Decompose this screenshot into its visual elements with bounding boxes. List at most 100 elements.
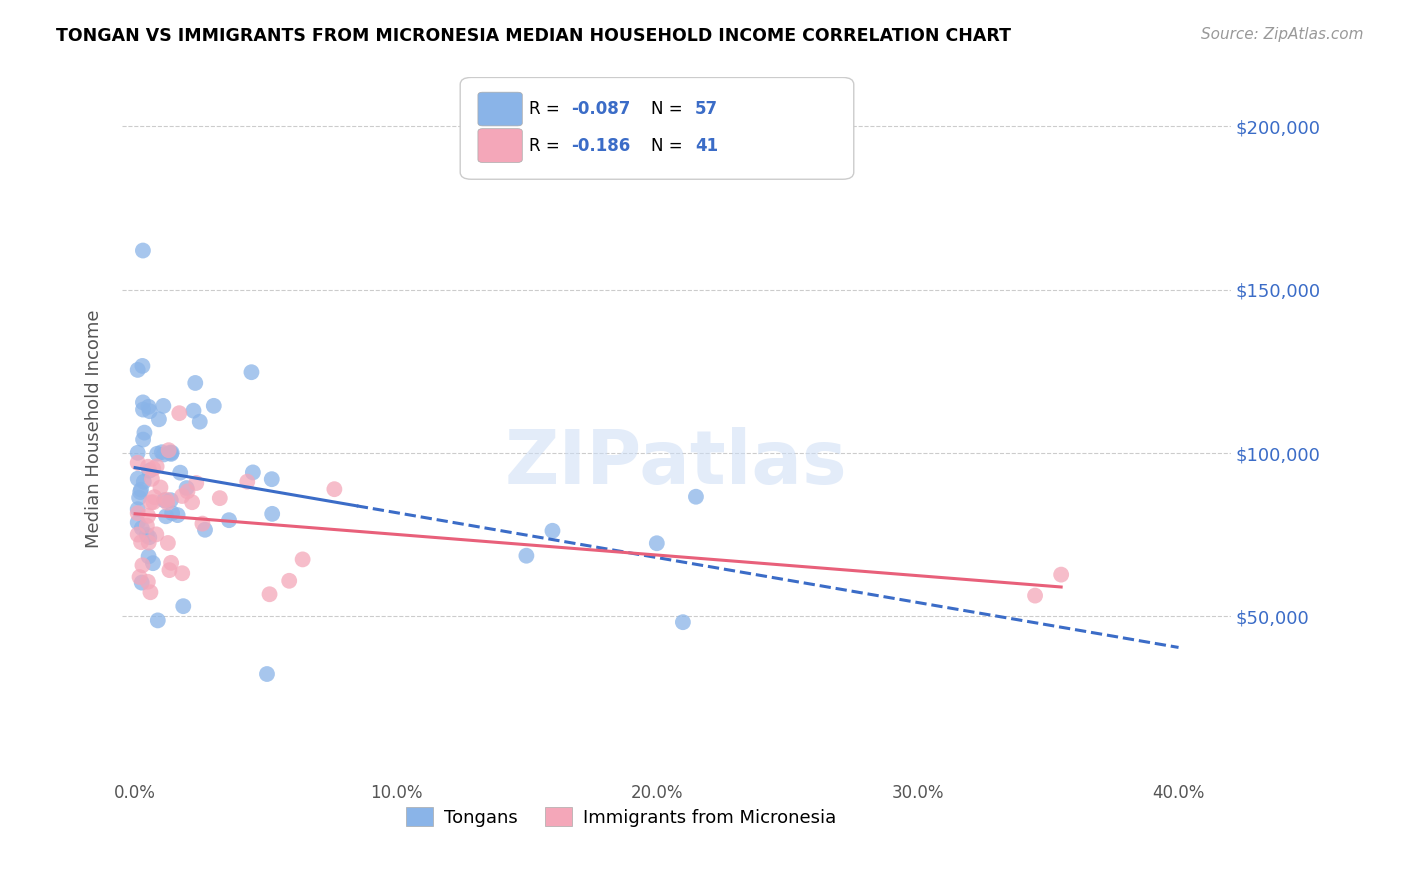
Point — [127, 363, 149, 377]
Point — [141, 472, 163, 486]
Point — [138, 464, 160, 478]
FancyBboxPatch shape — [478, 92, 522, 126]
Point — [176, 481, 198, 495]
Point — [142, 495, 165, 509]
Point — [127, 502, 149, 516]
Point — [153, 493, 176, 508]
Point — [160, 556, 183, 570]
Point — [202, 399, 225, 413]
Point — [155, 509, 177, 524]
Point — [159, 445, 181, 459]
Point — [1050, 567, 1073, 582]
Point — [132, 433, 155, 447]
Point — [186, 476, 208, 491]
Point — [645, 536, 668, 550]
Point — [159, 563, 181, 577]
Point — [157, 443, 180, 458]
Point — [127, 527, 149, 541]
Point — [181, 495, 204, 509]
Legend: Tongans, Immigrants from Micronesia: Tongans, Immigrants from Micronesia — [399, 800, 844, 834]
Point — [148, 412, 170, 426]
Point — [129, 535, 152, 549]
Point — [515, 549, 537, 563]
Text: 41: 41 — [695, 136, 718, 154]
Point — [138, 400, 160, 414]
Point — [194, 523, 217, 537]
Point — [138, 530, 160, 544]
Point — [135, 518, 157, 533]
Point — [166, 508, 188, 522]
Point — [191, 516, 214, 531]
Point — [135, 528, 157, 542]
Point — [160, 447, 183, 461]
Point — [127, 446, 149, 460]
Point — [262, 507, 284, 521]
Point — [139, 495, 162, 509]
Point — [259, 587, 281, 601]
Point — [160, 445, 183, 459]
Point — [131, 575, 153, 590]
Point — [132, 475, 155, 489]
Point — [184, 376, 207, 390]
Point — [138, 535, 160, 549]
Point — [218, 513, 240, 527]
Point — [156, 536, 179, 550]
Point — [128, 570, 150, 584]
Point — [156, 496, 179, 510]
Point — [240, 365, 263, 379]
Point — [153, 447, 176, 461]
Point — [143, 490, 166, 504]
Point — [672, 615, 695, 630]
Text: -0.087: -0.087 — [571, 100, 630, 118]
Point — [149, 480, 172, 494]
FancyBboxPatch shape — [460, 78, 853, 179]
Point — [145, 459, 167, 474]
Point — [188, 415, 211, 429]
Point — [169, 466, 191, 480]
Point — [260, 472, 283, 486]
Point — [208, 491, 231, 505]
Point — [183, 403, 205, 417]
Point — [127, 456, 149, 470]
Point — [156, 492, 179, 507]
Point — [323, 482, 346, 496]
Text: 57: 57 — [695, 100, 718, 118]
Point — [256, 667, 278, 681]
Point — [131, 558, 153, 573]
Point — [129, 485, 152, 500]
Point — [685, 490, 707, 504]
FancyBboxPatch shape — [478, 128, 522, 162]
Point — [1024, 589, 1046, 603]
Point — [132, 395, 155, 409]
Text: Source: ZipAtlas.com: Source: ZipAtlas.com — [1201, 27, 1364, 42]
Text: R =: R = — [529, 100, 565, 118]
Point — [129, 483, 152, 497]
Point — [159, 493, 181, 508]
Text: N =: N = — [651, 100, 688, 118]
Point — [132, 244, 155, 258]
Point — [242, 466, 264, 480]
Point — [136, 574, 159, 589]
Point — [142, 461, 165, 475]
Point — [127, 472, 149, 486]
Point — [167, 406, 190, 420]
Point — [172, 566, 194, 581]
Point — [139, 585, 162, 599]
Y-axis label: Median Household Income: Median Household Income — [86, 310, 103, 548]
Point — [131, 359, 153, 373]
Point — [142, 556, 165, 570]
Point — [236, 475, 259, 489]
Point — [170, 489, 193, 503]
Point — [291, 552, 314, 566]
Text: N =: N = — [651, 136, 688, 154]
Point — [127, 516, 149, 530]
Point — [146, 614, 169, 628]
Point — [145, 527, 167, 541]
Point — [134, 425, 156, 440]
Point — [541, 524, 564, 538]
Text: R =: R = — [529, 136, 565, 154]
Point — [278, 574, 301, 588]
Text: -0.186: -0.186 — [571, 136, 630, 154]
Point — [160, 506, 183, 520]
Point — [128, 491, 150, 505]
